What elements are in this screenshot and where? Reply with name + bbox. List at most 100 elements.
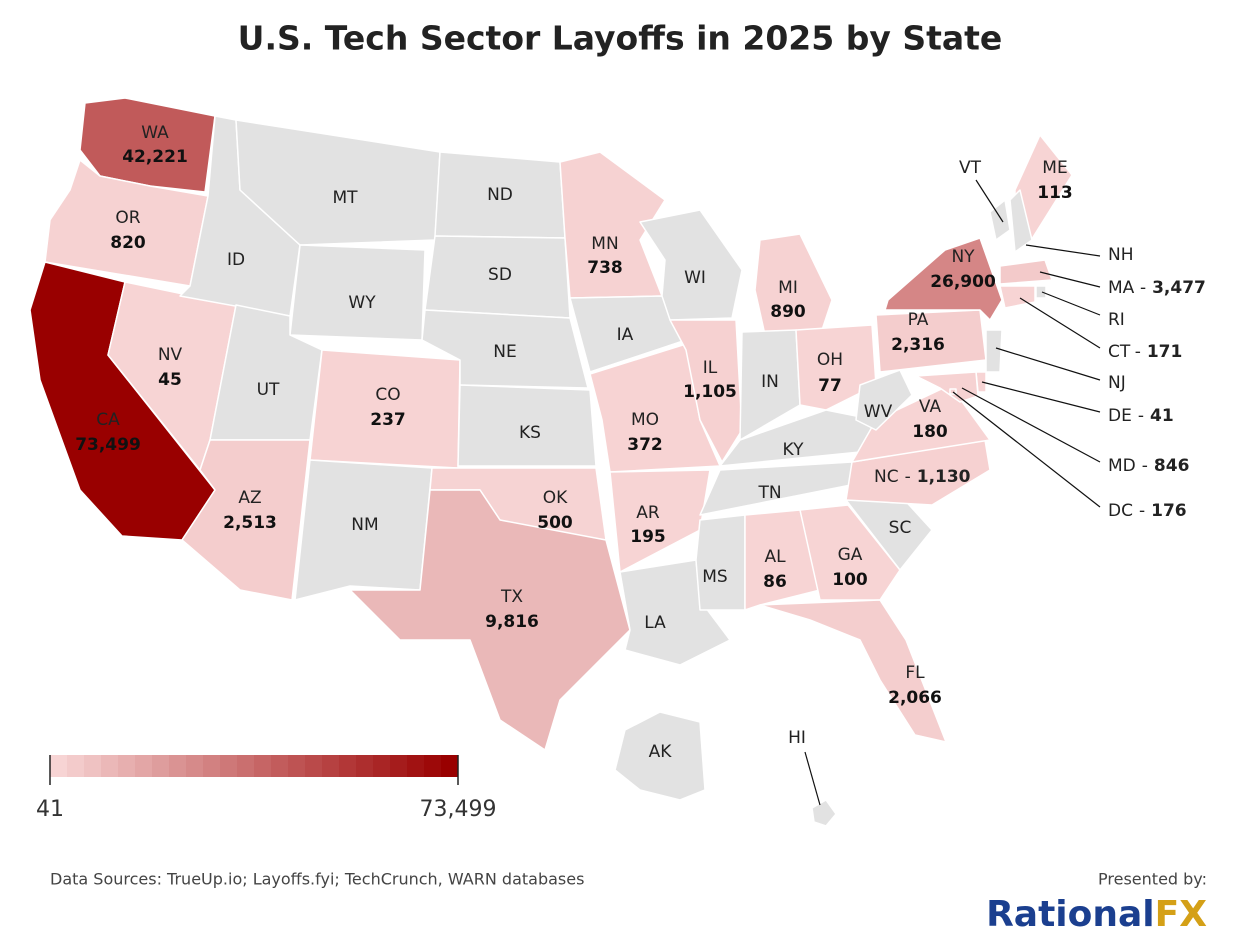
state-shape <box>614 711 706 801</box>
state-label: IL <box>703 358 718 378</box>
value-label: 195 <box>630 527 666 547</box>
value-label: 100 <box>832 570 868 590</box>
state-label: OH <box>817 350 843 370</box>
legend-swatch <box>424 755 442 777</box>
state-label: MD <box>1108 456 1136 476</box>
state-shape <box>559 151 666 299</box>
states <box>29 97 1073 827</box>
legend-swatch <box>373 755 391 777</box>
state-label: ND <box>487 185 513 205</box>
value-label: 3,477 <box>1152 278 1206 298</box>
value-label: 372 <box>627 435 663 455</box>
leader-line <box>981 381 1101 413</box>
state-label: RI <box>1108 310 1125 330</box>
state-label: FL <box>905 663 925 683</box>
state-label: AL <box>764 547 786 567</box>
state-label: IN <box>761 372 779 392</box>
state-label: NM <box>351 515 378 535</box>
state-shape <box>915 371 979 403</box>
state-label-group: VT <box>959 158 982 178</box>
leader-line <box>961 387 1101 463</box>
state-label: WI <box>684 268 706 288</box>
leader-line <box>995 347 1101 381</box>
value-label: 171 <box>1147 342 1183 362</box>
legend-swatch <box>271 755 289 777</box>
legend-swatch <box>50 755 68 777</box>
value-label: 26,900 <box>930 272 996 292</box>
legend-swatch <box>152 755 170 777</box>
leader-line <box>1019 297 1101 349</box>
state-label: NE <box>493 342 516 362</box>
state-shape <box>795 324 877 411</box>
state-label: MN <box>591 234 618 254</box>
state-label: MI <box>778 278 798 298</box>
state-label: GA <box>838 545 863 565</box>
value-label: 176 <box>1151 501 1187 521</box>
state-label: ME <box>1042 158 1067 178</box>
state-label: MO <box>631 410 659 430</box>
state-label: OK <box>543 488 568 508</box>
state-shape <box>669 319 743 463</box>
state-label: OR <box>115 208 140 228</box>
state-label-group: NC -1,130 <box>874 467 971 487</box>
state-labels: WA 42,221 OR 820 CA 73,499 NV 45 ID MT WY UT AZ 2,513… <box>75 123 1206 806</box>
source-note: Data Sources: TrueUp.io; Layoffs.fyi; Te… <box>50 870 584 889</box>
state-label: NH <box>1108 245 1134 265</box>
state-label: MT <box>332 188 358 208</box>
legend-tick-label: 41 <box>36 797 64 822</box>
leader-line <box>952 391 1101 508</box>
label-separator: - <box>1135 342 1141 362</box>
state-shape <box>851 384 991 463</box>
state-label: NJ <box>1108 373 1126 393</box>
state-label: VT <box>959 158 982 178</box>
legend-swatch <box>186 755 204 777</box>
state-label: WV <box>864 402 893 422</box>
label-separator: - <box>905 467 911 487</box>
state-label: ID <box>227 250 245 270</box>
label-separator: - <box>1139 501 1145 521</box>
state-shape <box>79 97 216 193</box>
value-label: 237 <box>370 410 406 430</box>
state-shape <box>999 259 1053 285</box>
legend-swatch <box>305 755 323 777</box>
leader-line <box>804 751 821 806</box>
state-shape <box>811 799 837 827</box>
legend-swatch <box>356 755 374 777</box>
state-shape <box>294 459 433 601</box>
legend-swatch <box>441 755 459 777</box>
chart-title: U.S. Tech Sector Layoffs in 2025 by Stat… <box>238 19 1003 58</box>
state-shape <box>985 329 1003 373</box>
value-label: 45 <box>158 370 182 390</box>
value-label: 41 <box>1150 406 1174 426</box>
legend-swatch <box>322 755 340 777</box>
state-label: PA <box>908 310 929 330</box>
value-label: 113 <box>1037 183 1073 203</box>
state-label: MS <box>702 567 727 587</box>
value-label: 1,130 <box>917 467 971 487</box>
state-label: SC <box>889 518 912 538</box>
state-shape <box>639 209 743 321</box>
state-label: CO <box>375 385 400 405</box>
state-label: WY <box>348 293 376 313</box>
state-shape <box>1009 189 1033 253</box>
state-shape <box>744 509 821 611</box>
value-label: 500 <box>537 513 573 533</box>
state-label: CT <box>1108 342 1131 362</box>
legend-swatch <box>135 755 153 777</box>
state-label-group: MA -3,477 <box>1108 278 1206 298</box>
state-label: KY <box>783 440 805 460</box>
state-label-group: MD -846 <box>1108 456 1189 476</box>
state-label-group: HI <box>788 728 806 748</box>
legend-swatch <box>169 755 187 777</box>
value-label: 738 <box>587 258 623 278</box>
legend-swatch <box>118 755 136 777</box>
state-label: DC <box>1108 501 1133 521</box>
state-shape <box>799 504 901 601</box>
state-label-group: CT -171 <box>1108 342 1182 362</box>
state-shape <box>759 599 947 743</box>
legend-swatch <box>67 755 85 777</box>
legend-swatch <box>390 755 408 777</box>
state-label: WA <box>141 123 169 143</box>
state-label: HI <box>788 728 806 748</box>
state-label: AR <box>636 503 660 523</box>
